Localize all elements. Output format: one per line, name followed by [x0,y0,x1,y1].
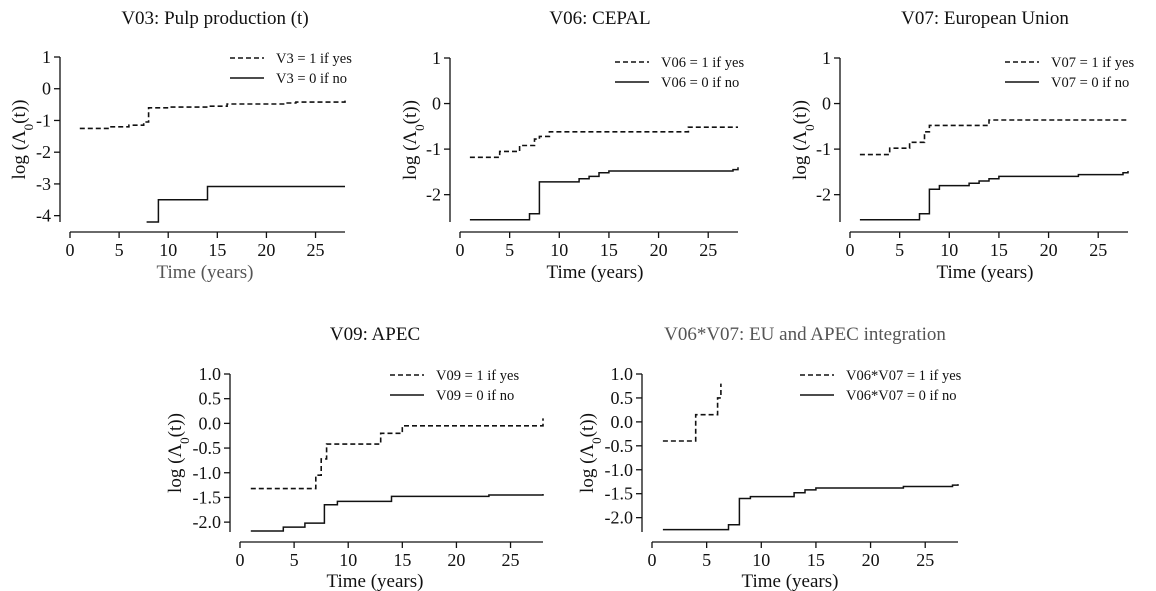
legend-label: V3 = 1 if yes [276,51,352,67]
x-tick-label: 20 [257,240,275,260]
y-tick-label: 0.5 [199,389,222,409]
y-axis-label: log (Λ0(t)) [9,100,36,180]
y-tick-label: 0 [42,79,51,99]
x-tick-label: 25 [502,550,520,570]
legend-label: V09 = 1 if yes [436,368,519,384]
chart-title: V07: European Union [901,8,1069,29]
x-axis-label: Time (years) [327,571,424,591]
legend-label: V06 = 0 if no [661,75,739,91]
x-tick-label: 10 [550,240,568,260]
series-line-no [146,185,345,223]
legend-label: V06*V07 = 1 if yes [846,368,962,384]
series-line-yes [469,126,738,159]
series-line-yes [79,100,346,130]
legend-label: V06 = 1 if yes [661,55,744,71]
y-axis-label: log (Λ0(t)) [790,100,817,180]
y-tick-label: -3 [36,174,51,194]
y-tick-label: 0 [822,94,831,114]
y-tick-label: -2 [816,185,831,205]
series-line-no [250,494,544,532]
x-tick-label: 5 [895,240,904,260]
y-axis-label: log (Λ0(t)) [165,413,192,493]
x-tick-label: 0 [66,240,75,260]
chart-title: V03: Pulp production (t) [121,8,308,29]
y-tick-label: -1.5 [193,487,222,507]
x-tick-label: 20 [862,550,880,570]
x-axis-label: Time (years) [157,262,254,283]
y-tick-label: -0.5 [193,438,222,458]
x-tick-label: 20 [447,550,465,570]
series-line-yes [859,119,1128,156]
y-tick-label: 0.5 [611,388,634,408]
x-tick-label: 0 [648,550,657,570]
x-axis-label: Time (years) [742,571,839,591]
y-tick-label: -1 [36,110,51,130]
x-tick-label: 10 [339,550,357,570]
y-tick-label: -2 [36,142,51,162]
y-tick-label: -2 [426,185,441,205]
x-tick-label: 10 [159,240,177,260]
y-tick-label: 1 [42,47,51,67]
y-tick-label: -0.5 [605,436,634,456]
y-tick-label: 0.0 [199,413,222,433]
x-tick-label: 0 [846,240,855,260]
chart-5: V06*V07: EU and APEC integration 0 5 10 15 20… [577,324,962,591]
legend-label: V3 = 0 if no [276,71,347,87]
x-tick-label: 5 [115,240,124,260]
y-tick-label: 1 [432,48,441,68]
x-tick-label: 5 [505,240,514,260]
y-tick-label: 0.0 [611,412,634,432]
x-tick-label: 15 [600,240,618,260]
x-tick-label: 0 [236,550,245,570]
x-axis-label: Time (years) [547,262,644,283]
legend-label: V07 = 1 if yes [1051,55,1134,71]
y-tick-label: 1 [822,48,831,68]
x-tick-label: 15 [393,550,411,570]
x-tick-label: 10 [940,240,958,260]
x-tick-label: 10 [752,550,770,570]
legend-label: V07 = 0 if no [1051,75,1129,91]
x-tick-label: 15 [807,550,825,570]
chart-1: V03: Pulp production (t)0 5 10 15 20 2510-1-2… [9,8,352,283]
y-tick-label: 1.0 [611,364,634,384]
series-line-yes [662,383,722,442]
x-tick-label: 25 [699,240,717,260]
x-tick-label: 25 [1089,240,1107,260]
x-tick-label: 5 [290,550,299,570]
y-tick-label: -1.0 [605,460,634,480]
chart-title: V06*V07: EU and APEC integration [664,324,946,345]
y-tick-label: 0 [432,94,441,114]
y-tick-label: -4 [36,206,51,226]
x-tick-label: 15 [208,240,226,260]
y-tick-label: -1 [816,139,831,159]
y-tick-label: 1.0 [199,364,222,384]
x-axis-label: Time (years) [937,262,1034,283]
chart-4: V09: APEC 0 5 10 15 20 25 1.0 0.5 0.0 -0.5 -1.0 -1.5… [165,324,544,591]
x-tick-label: 25 [916,550,934,570]
x-tick-label: 15 [990,240,1008,260]
x-tick-label: 0 [456,240,465,260]
series-line-no [469,167,739,221]
chart-title: V06: CEPAL [549,8,650,29]
x-tick-label: 25 [307,240,325,260]
x-tick-label: 20 [650,240,668,260]
y-tick-label: -1.5 [605,484,634,504]
legend-label: V06*V07 = 0 if no [846,388,956,404]
y-axis-label: log (Λ0(t)) [577,413,604,493]
y-tick-label: -1.0 [193,463,222,483]
y-axis-label: log (Λ0(t)) [400,100,427,180]
y-tick-label: -2.0 [605,508,634,528]
x-tick-label: 20 [1040,240,1058,260]
y-tick-label: -2.0 [193,512,222,532]
x-tick-label: 5 [702,550,711,570]
series-line-yes [250,418,544,490]
series-line-no [859,171,1129,221]
y-tick-label: -1 [426,139,441,159]
legend-label: V09 = 0 if no [436,388,514,404]
series-line-no [662,484,959,531]
chart-title: V09: APEC [330,324,420,345]
